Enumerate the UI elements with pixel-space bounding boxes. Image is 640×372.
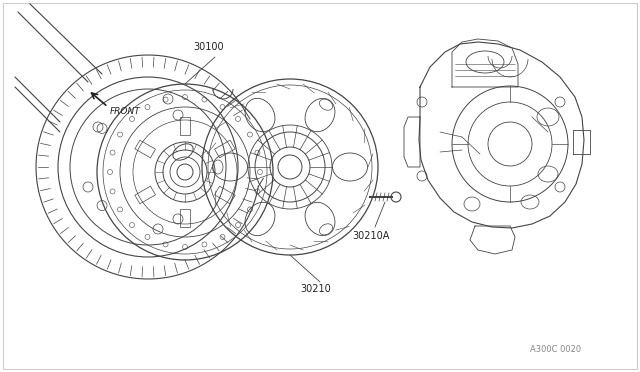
Bar bbox=[135, 140, 156, 158]
Bar bbox=[180, 209, 190, 227]
Text: 30210: 30210 bbox=[300, 284, 331, 294]
Bar bbox=[180, 117, 190, 135]
Text: 30210A: 30210A bbox=[352, 231, 389, 241]
Text: FRONT: FRONT bbox=[110, 107, 141, 116]
Text: 30100: 30100 bbox=[193, 42, 223, 52]
Bar bbox=[214, 186, 235, 204]
Text: A300C 0020: A300C 0020 bbox=[530, 345, 581, 354]
Bar bbox=[135, 186, 156, 204]
Bar bbox=[214, 140, 235, 158]
